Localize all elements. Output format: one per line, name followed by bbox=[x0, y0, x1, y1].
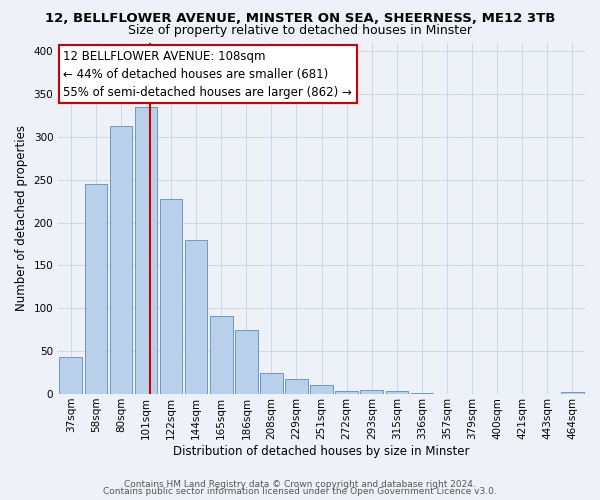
Bar bbox=[134, 107, 157, 394]
Text: Contains public sector information licensed under the Open Government Licence v3: Contains public sector information licen… bbox=[103, 487, 497, 496]
Bar bbox=[285, 378, 308, 394]
Bar bbox=[160, 198, 182, 394]
Bar bbox=[410, 393, 433, 394]
Bar bbox=[210, 316, 233, 394]
Bar bbox=[185, 240, 208, 394]
Bar bbox=[361, 390, 383, 394]
Bar bbox=[110, 126, 132, 394]
Bar bbox=[386, 390, 408, 394]
X-axis label: Distribution of detached houses by size in Minster: Distribution of detached houses by size … bbox=[173, 444, 470, 458]
Bar bbox=[235, 330, 257, 394]
Bar bbox=[59, 357, 82, 394]
Text: Size of property relative to detached houses in Minster: Size of property relative to detached ho… bbox=[128, 24, 472, 37]
Bar bbox=[335, 390, 358, 394]
Y-axis label: Number of detached properties: Number of detached properties bbox=[15, 126, 28, 312]
Bar bbox=[85, 184, 107, 394]
Text: 12 BELLFLOWER AVENUE: 108sqm
← 44% of detached houses are smaller (681)
55% of s: 12 BELLFLOWER AVENUE: 108sqm ← 44% of de… bbox=[64, 50, 352, 98]
Bar bbox=[310, 386, 333, 394]
Text: Contains HM Land Registry data © Crown copyright and database right 2024.: Contains HM Land Registry data © Crown c… bbox=[124, 480, 476, 489]
Text: 12, BELLFLOWER AVENUE, MINSTER ON SEA, SHEERNESS, ME12 3TB: 12, BELLFLOWER AVENUE, MINSTER ON SEA, S… bbox=[45, 12, 555, 26]
Bar bbox=[260, 372, 283, 394]
Bar bbox=[561, 392, 584, 394]
